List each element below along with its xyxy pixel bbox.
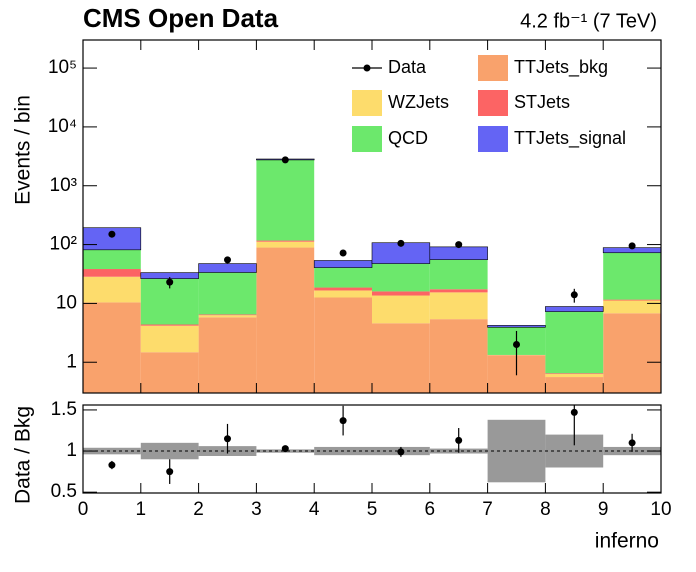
data-point <box>281 156 289 164</box>
stack-segment <box>198 272 257 315</box>
data-point <box>166 278 174 286</box>
stack-segment <box>429 319 488 393</box>
x-tick-label: 6 <box>425 499 436 520</box>
stack-segment <box>603 299 661 301</box>
legend-swatch <box>352 90 382 116</box>
legend-swatch <box>478 90 508 116</box>
stack-segment <box>83 302 141 393</box>
stack-segment <box>545 374 604 378</box>
ratio-point <box>397 448 405 456</box>
x-tick-label: 2 <box>193 499 204 520</box>
x-tick-label: 5 <box>367 499 378 520</box>
stack-segment <box>545 377 604 393</box>
stack-segment <box>140 324 199 326</box>
stack-segment <box>603 252 661 300</box>
stack-segment <box>256 240 315 242</box>
stack-segment <box>372 323 430 393</box>
stack-segment <box>198 317 257 393</box>
legend-swatch <box>352 126 382 152</box>
stack-segment <box>198 263 257 273</box>
stack-segment <box>429 259 488 290</box>
stack-segment <box>603 300 661 314</box>
legend-marker <box>363 64 371 72</box>
x-tick-label: 1 <box>136 499 147 520</box>
stack-segment <box>83 269 141 277</box>
y-tick-label: 10⁴ <box>48 116 77 137</box>
legend-swatch <box>478 55 508 81</box>
chart-title: CMS Open Data <box>83 3 279 33</box>
stack-segment <box>314 290 372 298</box>
legend-swatch <box>478 126 508 152</box>
x-tick-label: 7 <box>482 499 493 520</box>
ratio-point <box>628 439 636 447</box>
x-tick-label: 3 <box>251 499 262 520</box>
stack-segment <box>545 311 604 374</box>
stack-segment <box>83 276 141 303</box>
ratio-point <box>455 436 463 444</box>
stack-segment <box>429 292 488 320</box>
ratio-point <box>281 445 289 453</box>
y-tick-label: 10³ <box>50 175 77 196</box>
y-tick-label: 1 <box>66 351 77 372</box>
stack-segment <box>372 263 430 292</box>
data-point <box>108 230 116 238</box>
stack-segment <box>256 247 315 393</box>
data-point <box>397 239 405 247</box>
x-tick-label: 0 <box>78 499 89 520</box>
y-axis-label: Events / bin <box>12 95 35 205</box>
data-point <box>224 256 231 264</box>
y-tick-label: 10 <box>56 292 77 313</box>
ratio-point <box>166 468 174 476</box>
stack-segment <box>198 315 257 318</box>
stack-segment <box>429 289 488 293</box>
stack-segment <box>372 291 430 296</box>
x-tick-label: 10 <box>650 499 671 520</box>
legend-label: TTJets_bkg <box>514 57 608 78</box>
stack-segment <box>372 295 430 324</box>
stack-segment <box>603 313 661 393</box>
legend-label: Data <box>388 57 427 77</box>
ratio-point <box>339 417 347 425</box>
x-tick-label: 9 <box>598 499 609 520</box>
stack-segment <box>314 287 372 291</box>
stack-segment <box>314 267 372 288</box>
legend-label: STJets <box>514 92 570 112</box>
stack-segment <box>313 260 373 268</box>
chart-subtitle: 4.2 fb⁻¹ (7 TeV) <box>520 10 657 32</box>
x-tick-label: 8 <box>540 499 551 520</box>
y-tick-label: 1.5 <box>51 399 77 420</box>
stack-segment <box>487 325 546 328</box>
stack-segment <box>314 297 372 393</box>
stack-segment <box>256 159 315 241</box>
ratio-point <box>108 461 116 469</box>
x-tick-label: 4 <box>309 499 320 520</box>
uncertainty-band <box>83 447 141 455</box>
y-tick-label: 0.5 <box>51 481 77 502</box>
y-tick-label: 1 <box>66 440 77 461</box>
stack-segment <box>545 373 604 375</box>
stack-segment <box>140 325 199 353</box>
stack-segment <box>545 306 604 312</box>
data-point <box>513 341 520 349</box>
legend-label: QCD <box>388 128 428 148</box>
ratio-y-axis-label: Data / Bkg <box>12 406 35 504</box>
data-point <box>628 242 636 250</box>
stack-segment <box>83 249 141 270</box>
y-tick-label: 10² <box>50 234 77 255</box>
ratio-point <box>570 408 578 416</box>
data-point <box>339 249 347 257</box>
stack-segment <box>256 241 315 248</box>
data-point <box>455 241 463 249</box>
stack-segment <box>140 352 199 393</box>
legend-label: WZJets <box>388 92 449 112</box>
stack-segment <box>429 246 488 260</box>
x-axis-label: inferno <box>595 530 659 553</box>
legend-label: TTJets_signal <box>514 128 626 149</box>
y-tick-label: 10⁵ <box>48 57 77 78</box>
data-point <box>570 291 578 299</box>
stack-segment <box>198 314 257 316</box>
ratio-point <box>224 435 231 443</box>
